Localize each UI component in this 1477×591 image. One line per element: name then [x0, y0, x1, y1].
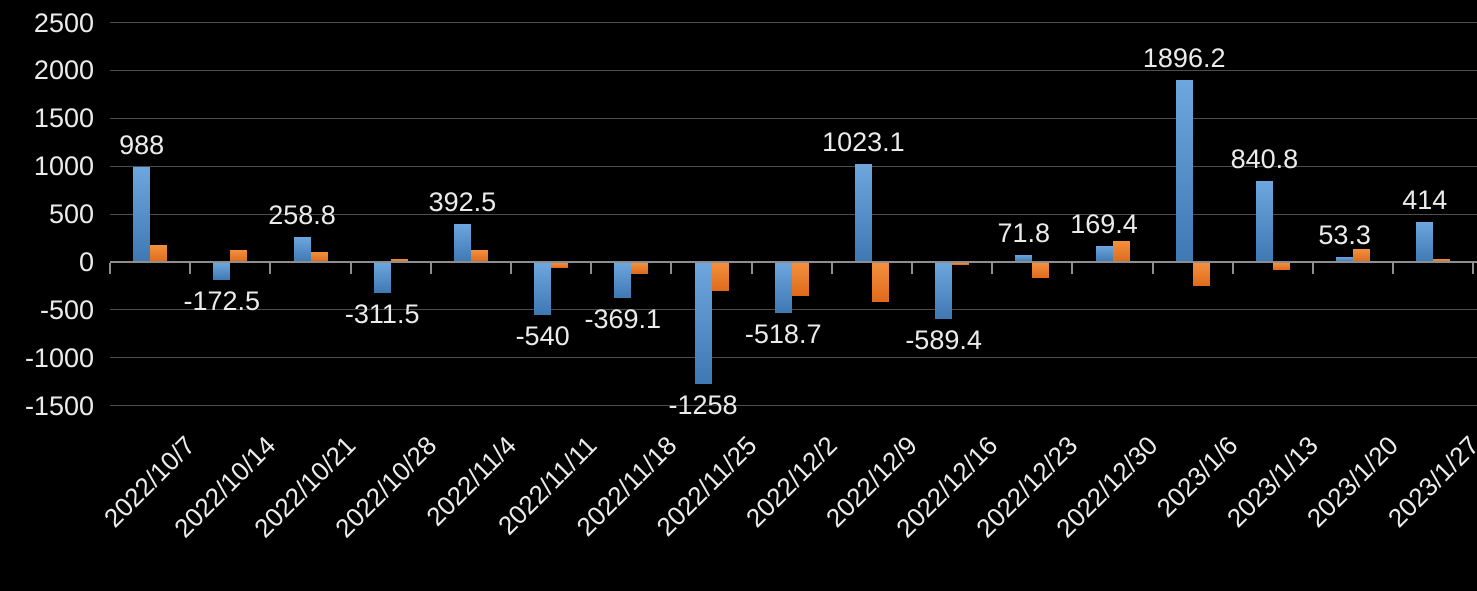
data-label: -311.5 — [344, 298, 420, 329]
x-axis-line — [110, 261, 1477, 263]
axis-tick — [109, 263, 111, 274]
bar-blue — [453, 224, 471, 262]
y-axis-label: 1000 — [33, 151, 94, 182]
bar-blue — [1336, 256, 1354, 262]
axis-tick — [750, 263, 753, 274]
gridline — [110, 165, 1477, 167]
y-axis-label: 2500 — [33, 7, 94, 38]
data-label: 258.8 — [268, 200, 336, 231]
axis-tick — [991, 263, 994, 274]
gridline — [110, 357, 1477, 359]
gridline — [110, 69, 1477, 71]
axis-tick — [1231, 263, 1234, 274]
bar-blue — [1175, 80, 1193, 262]
bar-orange — [871, 263, 889, 302]
data-label: -172.5 — [183, 285, 261, 316]
gridline — [110, 22, 1477, 23]
data-label: 71.8 — [997, 218, 1051, 249]
bar-blue — [614, 263, 632, 299]
data-label: -589.4 — [905, 325, 982, 356]
y-axis-label: 2000 — [33, 55, 94, 86]
bar-orange — [791, 263, 809, 297]
axis-tick — [349, 263, 352, 274]
bar-orange — [1353, 248, 1371, 262]
axis-tick — [269, 263, 272, 274]
bar-orange — [230, 249, 248, 262]
axis-tick — [1312, 263, 1314, 274]
data-label: 988 — [119, 130, 165, 161]
bar-orange — [1192, 263, 1210, 286]
y-axis-label: -1000 — [24, 342, 94, 373]
axis-tick — [911, 263, 913, 274]
data-label: 1896.2 — [1142, 43, 1226, 74]
data-label: -1258 — [668, 389, 738, 420]
bar-blue — [1095, 245, 1113, 262]
axis-tick — [1392, 263, 1395, 274]
bar-orange — [310, 252, 328, 262]
data-label: 840.8 — [1230, 144, 1299, 175]
gridline — [110, 117, 1477, 119]
data-label: 392.5 — [428, 187, 497, 218]
bar-blue — [1416, 222, 1434, 262]
data-label: 1023.1 — [822, 126, 905, 157]
axis-tick — [830, 263, 833, 274]
axis-tick — [429, 263, 432, 274]
bar-orange — [711, 263, 729, 292]
axis-tick — [1472, 263, 1475, 274]
y-axis-label: 0 — [78, 247, 94, 277]
bar-blue — [935, 263, 953, 320]
data-label: -518.7 — [744, 318, 822, 349]
bar-blue — [534, 263, 552, 315]
bar-orange — [1112, 241, 1130, 262]
axis-tick — [510, 263, 512, 274]
data-label: 414 — [1402, 185, 1448, 216]
data-label: -369.1 — [584, 304, 662, 335]
bar-blue — [694, 263, 712, 384]
bar-orange — [390, 259, 408, 262]
y-axis-label: 1500 — [33, 103, 94, 134]
bar-orange — [631, 263, 649, 275]
bar-blue — [293, 237, 311, 262]
y-axis-label: 500 — [48, 199, 94, 230]
data-label: 53.3 — [1318, 219, 1371, 250]
bar-orange — [1433, 258, 1451, 262]
bar-orange — [1272, 263, 1290, 270]
y-axis-label: -500 — [39, 294, 94, 325]
bar-blue — [1255, 181, 1273, 262]
bar-blue — [854, 163, 872, 262]
bar-orange — [551, 263, 569, 269]
gridline — [110, 309, 1477, 311]
axis-tick — [1071, 263, 1074, 274]
bar-blue — [133, 167, 151, 262]
axis-tick — [590, 263, 593, 274]
axis-tick — [189, 263, 192, 274]
bar-blue — [213, 263, 231, 280]
bar-blue — [1015, 255, 1033, 262]
data-label: -540 — [515, 320, 570, 351]
bar-orange — [1032, 263, 1050, 279]
bar-blue — [774, 263, 792, 313]
y-axis-label: -1500 — [24, 390, 94, 421]
axis-tick — [1151, 263, 1154, 274]
bar-orange — [150, 245, 168, 262]
bar-orange — [952, 263, 970, 265]
gridline — [110, 213, 1477, 215]
bar-orange — [470, 249, 488, 262]
axis-tick — [670, 263, 673, 274]
gridline — [110, 405, 1477, 407]
bar-blue — [373, 263, 391, 293]
data-label: 169.4 — [1070, 208, 1138, 239]
